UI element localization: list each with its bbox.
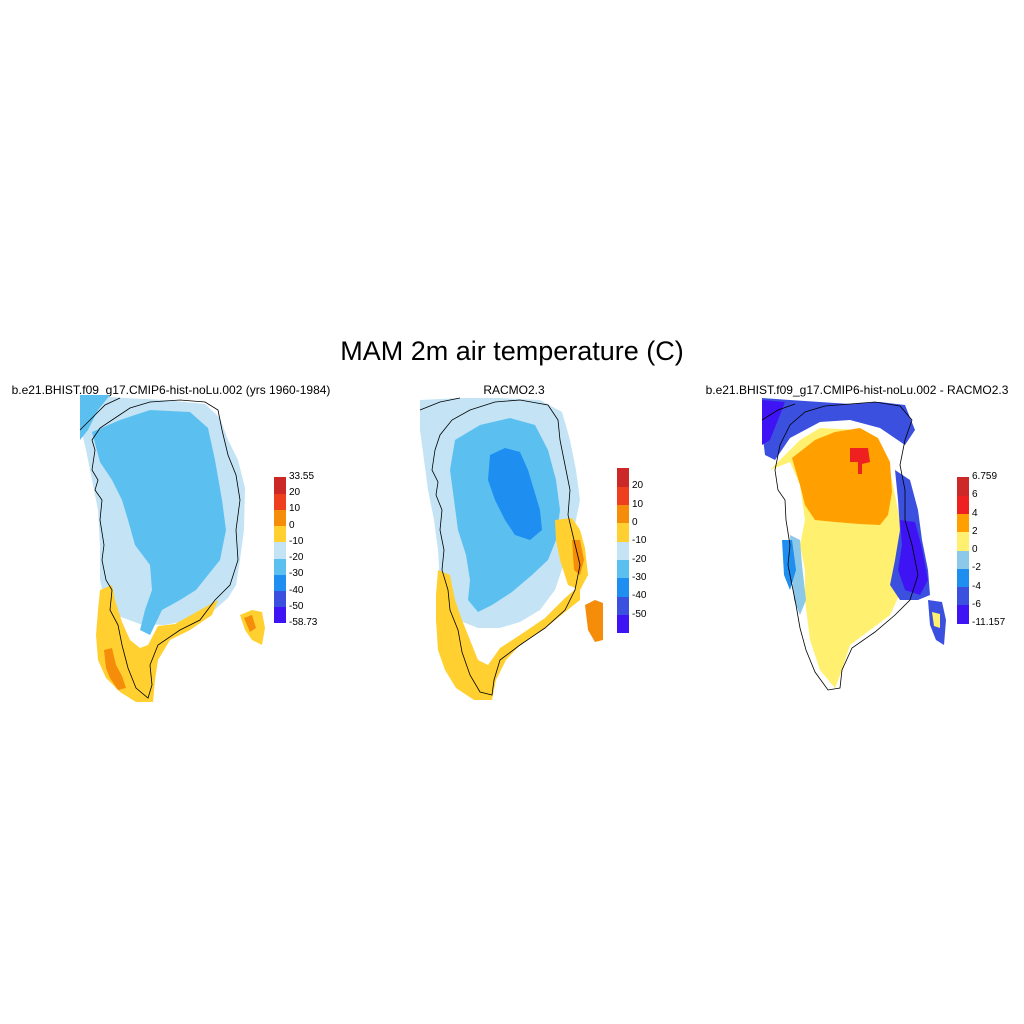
colorbar-segment [957, 513, 969, 533]
colorbar-segment [274, 574, 286, 592]
region-red [850, 448, 870, 474]
figure-title: MAM 2m air temperature (C) [340, 336, 684, 366]
colorbar-tick-label: 4 [972, 507, 978, 519]
colorbar-segment [957, 586, 969, 606]
colorbar-tick-label: 6.759 [972, 471, 998, 482]
region-violet-nw [762, 400, 785, 445]
coastline [774, 401, 919, 691]
coastline-nw [79, 397, 121, 431]
colorbar-segment [274, 509, 286, 527]
colorbar-segment [617, 559, 629, 579]
colorbar-tick-label: 0 [289, 519, 295, 531]
colorbar-tick-label: -40 [289, 584, 304, 596]
region-blue-north [762, 398, 915, 460]
coastline-nw [419, 397, 461, 411]
colorbar-tick-label: -30 [289, 568, 304, 580]
coastline-nw [761, 403, 796, 421]
colorbar-model [274, 477, 286, 624]
colorbar-tick-label: -50 [632, 608, 647, 620]
colorbar-segment [617, 468, 629, 487]
colorbar-segment [274, 558, 286, 575]
colorbar-segment [617, 486, 629, 506]
colorbar-tick-label: -10 [632, 535, 647, 547]
colorbar-tick-label: 33.55 [289, 471, 315, 482]
colorbar-tick-label: -11.157 [972, 617, 1006, 628]
colorbar-segment [957, 477, 969, 496]
colorbar-tick-label: 6 [972, 489, 978, 501]
panel-title-racmo: RACMO2.3 [483, 383, 545, 397]
colorbar-segment [274, 541, 286, 559]
colorbar-segment [617, 578, 629, 597]
colorbar-tick-label: -50 [289, 600, 304, 612]
panel-title-model: b.e21.BHIST.f09_g17.CMIP6-hist-noLu.002 … [11, 383, 331, 397]
colorbar-segment [617, 523, 629, 542]
colorbar-segment [617, 504, 629, 524]
colorbar-tick-label: -6 [972, 598, 981, 610]
colorbar-segment [617, 614, 629, 634]
colorbar-segment [274, 477, 286, 494]
colorbar-segment [617, 541, 629, 561]
region-mid-blue-west [782, 540, 796, 590]
colorbar-tick-label: -40 [632, 590, 647, 602]
colorbar-segment [274, 606, 286, 624]
colorbar-segment [957, 495, 969, 514]
colorbar-tick-label: -58.73 [289, 617, 318, 628]
region-orange-coast [104, 648, 126, 690]
region-blue [92, 410, 226, 635]
colorbar-tick-label: -2 [972, 562, 981, 574]
colorbar-tick-label: -30 [632, 572, 647, 583]
region-blue-nw [80, 395, 110, 440]
region-yellow-south [96, 585, 218, 702]
colorbar-tick-label: 10 [289, 503, 301, 515]
colorbar-segment [274, 493, 286, 510]
colorbar-segment [617, 596, 629, 616]
map-panel-racmo [419, 397, 603, 700]
colorbar-tick-label: -20 [289, 552, 304, 564]
colorbar-tick-label: -4 [972, 580, 981, 592]
colorbar-tick-label: 10 [632, 498, 644, 510]
colorbar-segment [957, 604, 969, 624]
map-panel-difference [761, 398, 946, 691]
colorbar-tick-label: 2 [972, 525, 978, 537]
colorbar-tick-label: -10 [289, 535, 304, 547]
colorbar-tick-label: 20 [632, 480, 644, 492]
colorbar-segment [274, 590, 286, 608]
colorbar-racmo [617, 468, 629, 634]
colorbar-tick-label: -20 [632, 553, 647, 565]
colorbar-segment [957, 531, 969, 551]
coastline [431, 399, 581, 696]
colorbar-tick-label: 0 [632, 517, 638, 528]
colorbar-difference [957, 477, 969, 624]
region-yellow [436, 570, 580, 700]
colorbar-tick-label: 0 [972, 544, 978, 555]
coastline [91, 399, 241, 699]
colorbar-segment [957, 550, 969, 569]
region-violet-east [898, 520, 928, 595]
region-east-island [585, 600, 603, 642]
colorbar-tick-label: 20 [289, 487, 301, 499]
colorbar-segment [957, 568, 969, 587]
colorbar-segment [274, 525, 286, 543]
region-mid-blue [488, 448, 542, 540]
panel-title-difference: b.e21.BHIST.f09_g17.CMIP6-hist-noLu.002 … [705, 383, 1009, 397]
map-panel-model [79, 395, 265, 702]
region-east-island-yellow [932, 612, 940, 628]
region-east-island-orange [244, 615, 256, 632]
